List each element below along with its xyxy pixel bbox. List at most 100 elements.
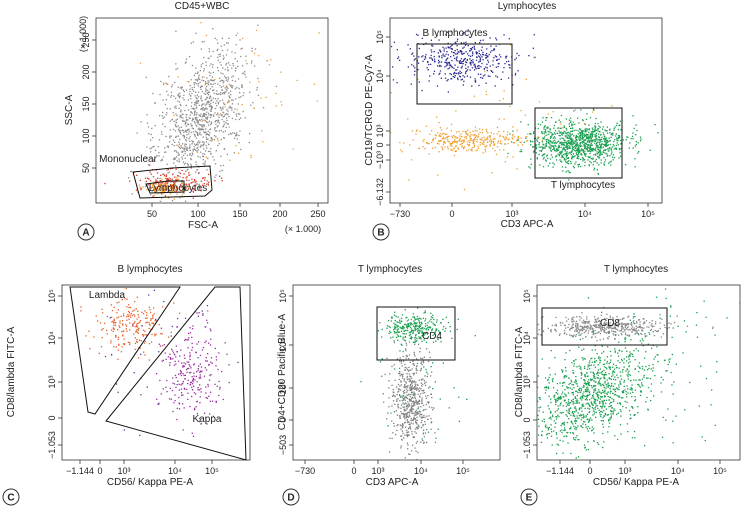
event-dot <box>251 60 253 62</box>
event-dot <box>204 115 206 117</box>
event-dot <box>482 51 484 54</box>
event-dot <box>180 384 182 386</box>
event-dot <box>146 386 148 388</box>
event-dot <box>399 385 401 387</box>
event-dot <box>396 333 398 336</box>
event-dot <box>416 383 418 386</box>
event-dot <box>514 74 517 76</box>
event-dot <box>139 179 141 182</box>
event-dot <box>115 346 117 348</box>
event-dot <box>557 127 559 129</box>
event-dot <box>464 57 466 60</box>
event-dot <box>438 55 440 57</box>
event-dot <box>133 309 135 311</box>
event-dot <box>139 62 142 64</box>
event-dot <box>456 40 458 42</box>
event-dot <box>402 332 404 335</box>
event-dot <box>199 124 201 126</box>
event-dot <box>407 427 410 430</box>
event-dot <box>218 114 220 116</box>
event-dot <box>547 165 549 167</box>
event-dot <box>457 78 459 81</box>
event-dot <box>559 138 561 140</box>
event-dot <box>120 315 122 318</box>
event-dot <box>171 183 173 185</box>
event-dot <box>611 324 614 327</box>
event-dot <box>525 136 527 138</box>
event-dot <box>397 325 400 327</box>
event-dot <box>171 174 174 176</box>
event-dot <box>408 378 410 380</box>
event-dot <box>418 322 421 324</box>
event-dot <box>609 143 611 146</box>
event-dot <box>573 167 575 169</box>
event-dot <box>400 343 402 345</box>
gate <box>145 180 185 194</box>
event-dot <box>591 141 593 143</box>
x-tick-label: 10⁴ <box>168 466 182 476</box>
event-dot <box>513 142 516 144</box>
event-dot <box>621 334 623 336</box>
event-dot <box>157 403 159 405</box>
event-dot <box>465 67 467 69</box>
event-dot <box>598 142 601 144</box>
event-dot <box>195 137 197 139</box>
event-dot <box>192 181 194 183</box>
event-dot <box>215 401 217 403</box>
event-dot <box>201 41 203 43</box>
event-dot <box>196 143 198 146</box>
event-dot <box>410 389 413 391</box>
x-tick-label: 10⁴ <box>414 466 428 476</box>
event-dot <box>476 53 478 55</box>
event-dot <box>134 342 137 344</box>
event-dot <box>201 85 203 87</box>
event-dot <box>413 404 415 406</box>
y-tick-label: 10⁴ <box>278 338 288 352</box>
event-dot <box>206 102 208 104</box>
event-dot <box>208 181 210 183</box>
event-dot <box>432 362 434 364</box>
event-dot <box>480 76 482 79</box>
event-dot <box>189 405 191 408</box>
event-dot <box>424 57 427 59</box>
event-dot <box>451 149 453 152</box>
event-dot <box>185 125 188 127</box>
event-dot <box>179 138 181 141</box>
event-dot <box>203 70 205 72</box>
event-dot <box>579 316 581 318</box>
event-dot <box>154 194 156 196</box>
event-dot <box>644 335 646 337</box>
event-dot <box>447 68 449 70</box>
event-dot <box>158 343 160 345</box>
event-dot <box>158 184 160 187</box>
event-dot <box>200 97 202 99</box>
event-dot <box>203 119 206 121</box>
event-dot <box>460 133 462 135</box>
event-dot <box>154 335 156 337</box>
event-dot <box>219 106 221 109</box>
event-dot <box>275 92 277 94</box>
event-dot <box>422 440 424 442</box>
event-dot <box>402 390 404 393</box>
event-dot <box>393 331 396 333</box>
event-dot <box>210 114 212 117</box>
event-dot <box>112 320 114 322</box>
event-dot <box>200 144 202 146</box>
event-dot <box>599 143 601 146</box>
event-dot <box>390 337 392 339</box>
event-dot <box>443 50 445 52</box>
event-dot <box>205 360 207 362</box>
event-dot <box>203 132 206 134</box>
event-dot <box>154 102 156 105</box>
event-dot <box>155 320 157 322</box>
event-dot <box>422 416 425 418</box>
event-dot <box>406 435 409 438</box>
event-dot <box>215 365 217 367</box>
event-dot <box>430 312 432 314</box>
event-dot <box>191 349 193 351</box>
event-dot <box>615 144 617 147</box>
event-dot <box>146 146 148 148</box>
event-dot <box>227 76 229 79</box>
event-dot <box>436 85 439 87</box>
event-dot <box>217 144 219 147</box>
